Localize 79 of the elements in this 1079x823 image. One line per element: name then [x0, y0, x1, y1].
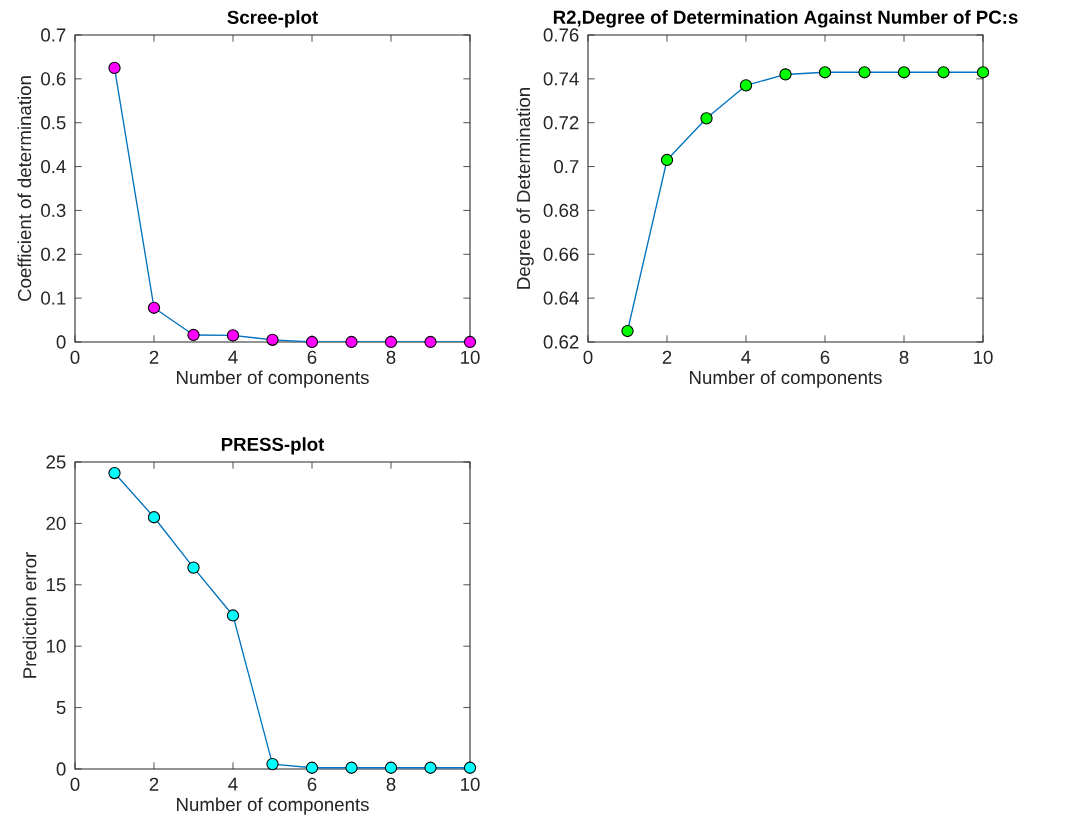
y-tick-label: 10 — [46, 639, 66, 653]
y-tick-label: 0.7 — [41, 28, 66, 42]
y-tick-label: 0.1 — [41, 291, 66, 305]
x-tick-label: 0 — [70, 777, 80, 791]
chart-title: R2,Degree of Determination Against Number of PC:s — [553, 10, 1018, 28]
y-tick-label: 0.76 — [543, 28, 579, 42]
point — [858, 66, 871, 79]
point — [147, 301, 161, 314]
y-tick-label: 0.66 — [543, 247, 579, 261]
point — [266, 333, 279, 346]
y-tick-label: 0.72 — [543, 116, 579, 130]
point — [818, 66, 832, 79]
x-tick-label: 2 — [149, 777, 159, 791]
point — [108, 466, 121, 480]
point — [147, 511, 161, 524]
x-tick-label: 8 — [386, 350, 396, 364]
x-tick-label: 6 — [820, 350, 830, 364]
y-tick-label: 0.3 — [41, 203, 66, 218]
x-tick-label: 6 — [307, 777, 317, 791]
y-tick-label: 0.62 — [543, 335, 579, 349]
point — [700, 112, 713, 125]
y-axis-title: Prediction error — [22, 552, 37, 678]
x-axis-title: Number of components — [177, 370, 369, 388]
point — [424, 335, 437, 349]
x-tick-label: 8 — [386, 777, 396, 791]
point — [305, 335, 319, 349]
y-tick-label: 0 — [56, 762, 66, 776]
y-tick-label: 5 — [56, 701, 66, 715]
point — [226, 329, 240, 342]
x-tick-label: 8 — [899, 350, 909, 364]
x-tick-label: 10 — [461, 350, 480, 364]
x-axis-title: Number of components — [177, 797, 369, 815]
x-tick-label: 4 — [228, 777, 238, 791]
y-tick-label: 0.5 — [41, 116, 66, 130]
point — [305, 761, 319, 774]
y-tick-label: 0.6 — [41, 72, 66, 86]
point — [345, 335, 358, 349]
y-axis-title: Coefficient of determination — [17, 76, 32, 301]
x-tick-label: 4 — [228, 350, 238, 364]
point — [266, 757, 279, 771]
x-axis-title: Number of components — [690, 370, 882, 388]
y-axis-title: Degree of Determination — [516, 88, 534, 289]
y-tick-label: 20 — [46, 516, 66, 530]
point — [976, 66, 990, 79]
point — [463, 335, 477, 349]
x-tick-label: 6 — [307, 350, 317, 364]
point — [463, 761, 477, 774]
point — [424, 761, 437, 774]
point — [937, 66, 950, 79]
chart-title: PRESS-plot — [221, 437, 325, 455]
point — [187, 561, 200, 574]
x-tick-label: 2 — [149, 350, 159, 364]
x-tick-label: 0 — [70, 350, 80, 364]
x-tick-label: 4 — [741, 350, 751, 364]
y-tick-label: 25 — [46, 455, 66, 469]
y-tick-label: 0.64 — [543, 291, 579, 305]
point — [187, 328, 200, 342]
x-tick-label: 2 — [662, 350, 672, 364]
y-tick-label: 0 — [56, 335, 66, 349]
x-tick-label: 10 — [974, 350, 993, 364]
y-tick-label: 0.4 — [41, 159, 66, 174]
y-tick-label: 0.68 — [543, 203, 579, 218]
y-tick-label: 0.74 — [543, 72, 579, 86]
point — [897, 66, 911, 79]
y-tick-label: 15 — [46, 578, 66, 592]
point — [384, 761, 398, 774]
y-tick-label: 0.7 — [554, 159, 579, 174]
point — [739, 79, 753, 92]
chart-title: Scree-plot — [227, 10, 318, 28]
point — [779, 68, 792, 81]
point — [621, 324, 634, 338]
y-tick-label: 0.2 — [41, 247, 66, 261]
point — [108, 61, 121, 75]
x-tick-label: 0 — [583, 350, 593, 364]
point — [384, 335, 398, 349]
point — [660, 153, 674, 167]
x-tick-label: 10 — [461, 777, 480, 791]
point — [226, 609, 240, 622]
point — [345, 761, 358, 774]
